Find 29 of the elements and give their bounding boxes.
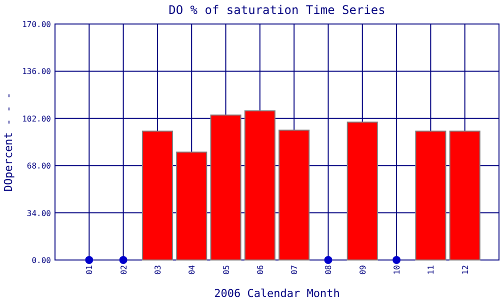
x-tick-label: 06	[256, 264, 265, 275]
x-tick-label: 01	[85, 264, 94, 275]
chart-title: DO % of saturation Time Series	[168, 3, 386, 17]
bar	[346, 122, 378, 260]
y-axis-title: DOpercent - - -	[2, 92, 15, 192]
x-tick-label: 03	[153, 264, 162, 275]
bar	[244, 110, 276, 260]
bar	[278, 130, 310, 260]
bar	[210, 114, 242, 260]
y-tick-label: 34.00	[26, 208, 52, 218]
x-tick-label: 04	[188, 264, 197, 275]
x-axis-title: 2006 Calendar Month	[214, 287, 340, 300]
x-tick-label: 12	[460, 264, 470, 275]
x-tick-label: 10	[392, 264, 402, 275]
y-tick-label: 136.00	[22, 67, 52, 76]
x-tick-label: 11	[426, 264, 436, 275]
bar	[142, 130, 173, 260]
x-tick-label: 07	[290, 264, 300, 275]
bar	[176, 152, 208, 260]
x-tick-label: 02	[119, 264, 128, 275]
y-tick-label: 68.00	[26, 162, 52, 171]
x-tick-label: 09	[358, 264, 368, 275]
y-tick-label: 170.00	[22, 20, 52, 29]
bar	[415, 130, 446, 260]
bar	[449, 130, 480, 260]
y-tick-label: 0.00	[32, 256, 52, 265]
x-tick-label: 08	[324, 264, 334, 275]
y-tick-label: 102.00	[22, 114, 52, 124]
x-tick-label: 05	[222, 264, 231, 275]
